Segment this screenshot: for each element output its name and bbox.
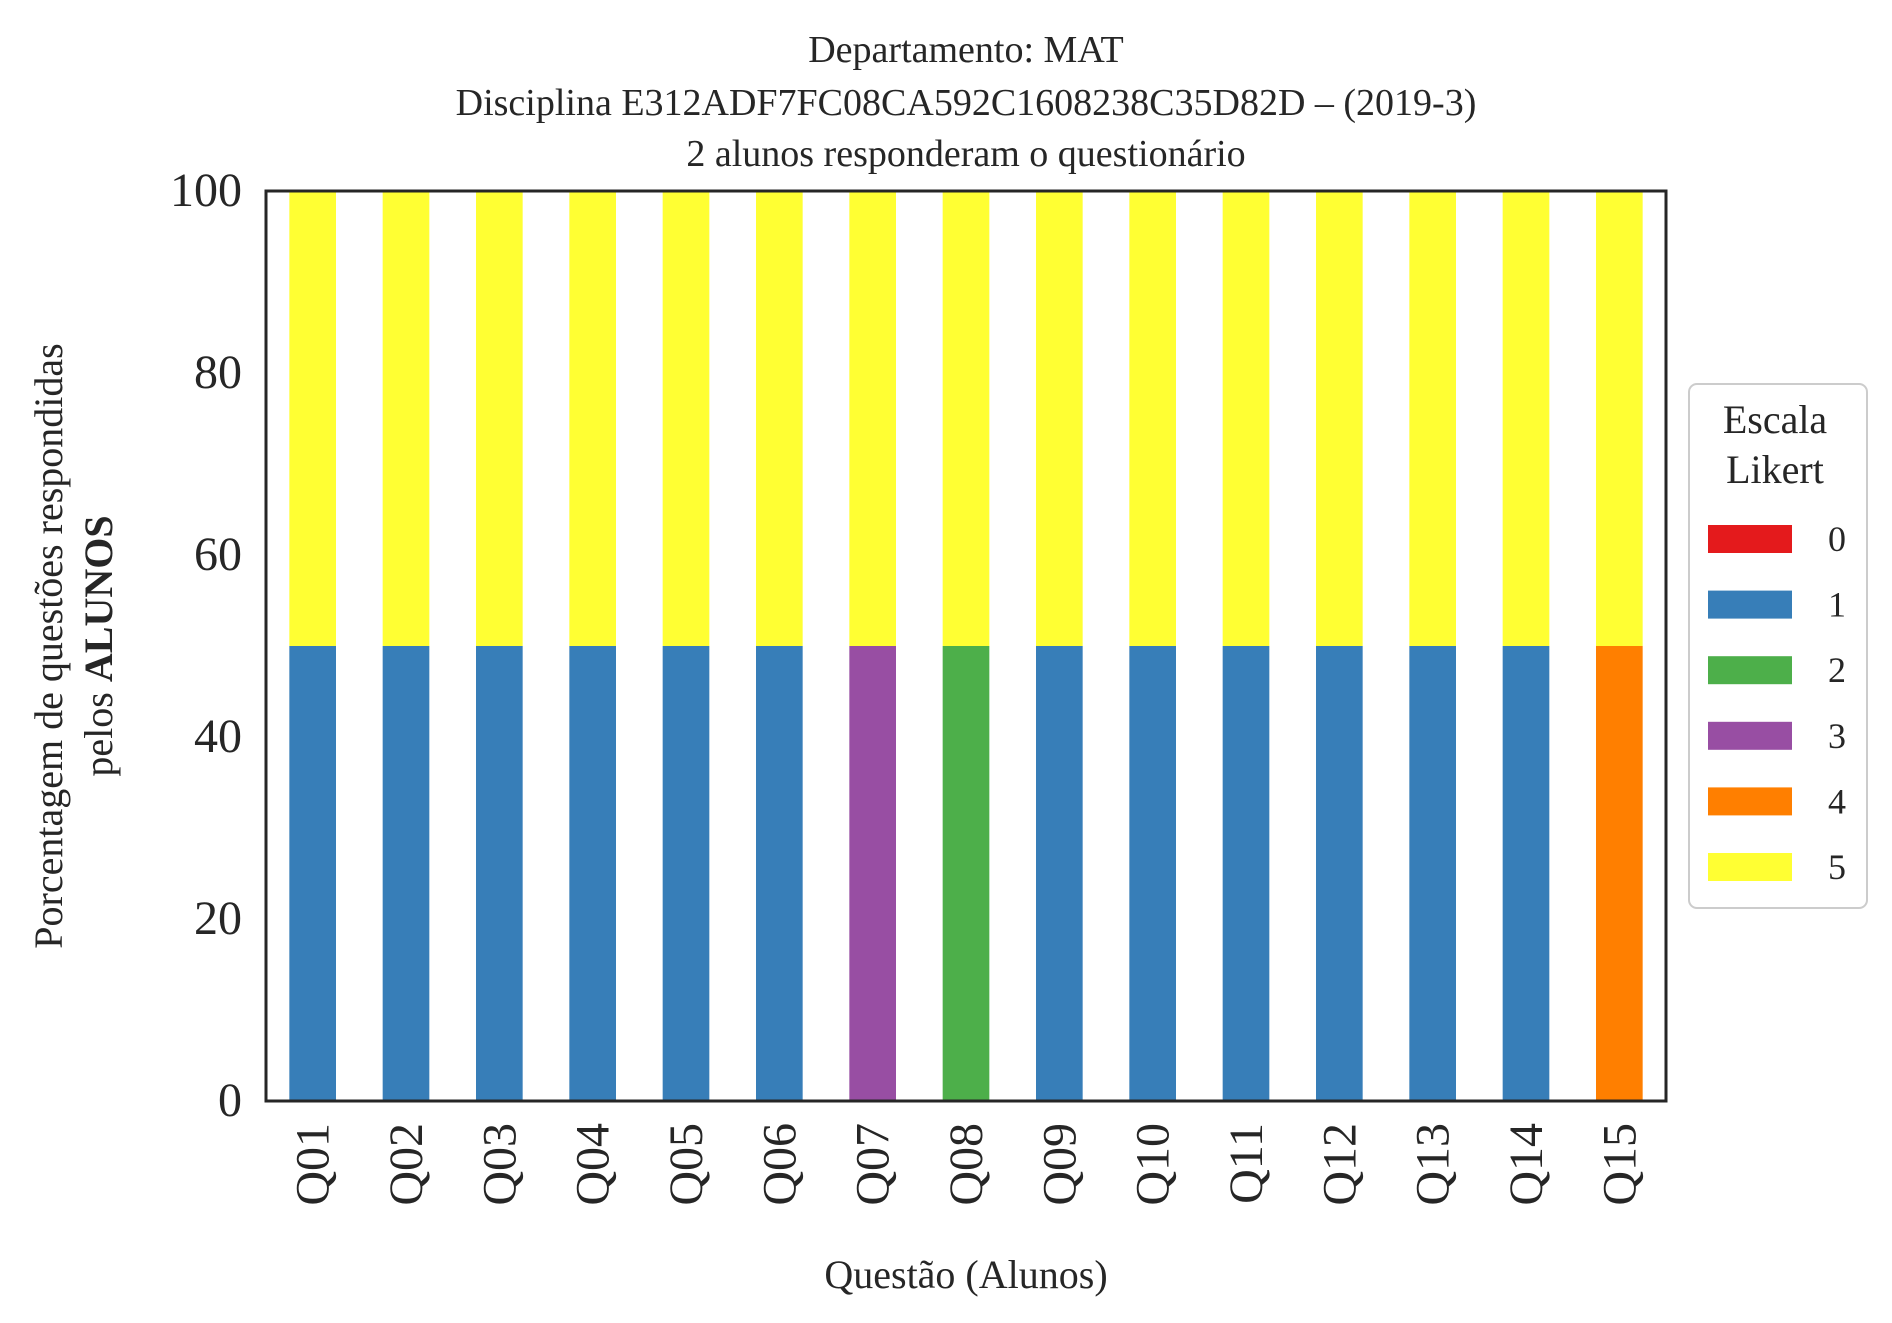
title-line-2: Disciplina E312ADF7FC08CA592C1608238C35D…	[456, 82, 1477, 124]
legend-label-1: 1	[1828, 585, 1846, 625]
bar-Q04-likert-5	[569, 191, 616, 646]
bar-Q07-likert-5	[849, 191, 896, 646]
legend-items: 0 1 2 3 4 5	[1708, 519, 1846, 887]
bar-Q10-likert-5	[1129, 191, 1176, 646]
x-tick-label: Q14	[1500, 1123, 1553, 1206]
legend-title-line-1: Escala	[1723, 397, 1828, 442]
bar-Q02-likert-5	[382, 191, 430, 646]
bar-Q14-likert-5	[1502, 191, 1550, 646]
y-axis-label-line-1: Porcentagem de questões respondidas	[26, 343, 71, 948]
legend-box	[1688, 383, 1868, 909]
bar-Q12-likert-1	[1316, 646, 1363, 1101]
x-tick-label: Q11	[1220, 1123, 1273, 1204]
legend-swatch-2	[1708, 656, 1792, 685]
chart-title: Departamento: MAT Disciplina E312ADF7FC0…	[456, 29, 1477, 175]
bar-Q08-likert-5	[942, 191, 990, 646]
legend-swatch-4	[1708, 787, 1792, 816]
y-axis-label-prefix: pelos	[76, 682, 121, 776]
bar-Q11-likert-5	[1222, 191, 1270, 646]
bar-Q12-likert-5	[1316, 191, 1363, 646]
legend-label-5: 5	[1828, 847, 1846, 887]
bar-Q07-likert-3	[849, 646, 896, 1101]
legend-swatch-1	[1708, 590, 1792, 619]
bar-Q14-likert-1	[1502, 646, 1550, 1101]
bar-Q05-likert-5	[662, 191, 710, 646]
y-axis-label-bold: ALUNOS	[76, 515, 121, 682]
bar-Q02-likert-1	[382, 646, 430, 1101]
bar-Q15-likert-4	[1596, 646, 1643, 1101]
legend-swatch-3	[1708, 721, 1792, 750]
bar-Q03-likert-1	[476, 646, 523, 1101]
bar-Q11-likert-1	[1222, 646, 1270, 1101]
bar-Q09-likert-1	[1036, 646, 1083, 1101]
bars	[289, 191, 1643, 1101]
legend-swatch-5	[1708, 853, 1792, 881]
bar-Q10-likert-1	[1129, 646, 1176, 1101]
y-tick-label: 20	[194, 892, 242, 945]
legend: Escala Likert 0 1 2 3 4 5	[1688, 383, 1868, 909]
legend-label-4: 4	[1828, 781, 1846, 821]
legend-label-0: 0	[1828, 519, 1846, 559]
bar-Q13-likert-5	[1409, 191, 1456, 646]
y-tick-label: 100	[170, 164, 242, 217]
x-tick-label: Q07	[847, 1123, 900, 1206]
x-tick-label: Q04	[567, 1123, 620, 1206]
y-axis-label-line-2: pelos ALUNOS	[76, 515, 121, 776]
bar-Q06-likert-1	[756, 646, 803, 1101]
bar-Q01-likert-5	[289, 191, 336, 646]
bar-Q01-likert-1	[289, 646, 336, 1101]
legend-title-line-2: Likert	[1726, 447, 1824, 492]
y-tick-label: 40	[194, 710, 242, 763]
bar-Q03-likert-5	[476, 191, 523, 646]
plot-frame	[264, 189, 1668, 1103]
x-tick-label: Q10	[1127, 1123, 1180, 1206]
x-axis-ticks: Q01 Q02 Q03 Q04 Q05 Q06 Q07 Q08 Q09 Q10 Q11 Q12 Q13 Q…	[287, 1123, 1647, 1206]
y-tick-label: 80	[194, 346, 242, 399]
bar-Q13-likert-1	[1409, 646, 1456, 1101]
x-tick-label: Q03	[473, 1123, 526, 1206]
title-line-3: 2 alunos responderam o questionário	[686, 133, 1245, 175]
x-tick-label: Q05	[660, 1123, 713, 1206]
bar-Q09-likert-5	[1036, 191, 1083, 646]
legend-label-3: 3	[1828, 716, 1846, 756]
x-tick-label: Q06	[753, 1123, 806, 1206]
x-tick-label: Q09	[1033, 1123, 1086, 1206]
y-axis-label: Porcentagem de questões respondidas pelo…	[26, 343, 121, 948]
bar-Q06-likert-5	[756, 191, 803, 646]
y-tick-label: 60	[194, 528, 242, 581]
title-line-1: Departamento: MAT	[808, 29, 1124, 71]
x-axis-label: Questão (Alunos)	[824, 1252, 1107, 1297]
x-tick-label: Q02	[380, 1123, 433, 1206]
y-tick-label: 0	[218, 1074, 242, 1127]
y-axis-ticks: 0 20 40 60 80 100	[170, 164, 242, 1127]
bar-Q04-likert-1	[569, 646, 616, 1101]
bar-Q08-likert-2	[942, 646, 990, 1101]
bar-Q15-likert-5	[1596, 191, 1643, 646]
x-tick-label: Q01	[287, 1123, 340, 1206]
x-tick-label: Q15	[1593, 1123, 1646, 1206]
x-tick-label: Q12	[1313, 1123, 1366, 1206]
legend-swatch-0	[1708, 525, 1792, 553]
x-tick-label: Q08	[940, 1123, 993, 1206]
legend-label-2: 2	[1828, 650, 1846, 690]
bar-Q05-likert-1	[662, 646, 710, 1101]
x-tick-label: Q13	[1407, 1123, 1460, 1206]
